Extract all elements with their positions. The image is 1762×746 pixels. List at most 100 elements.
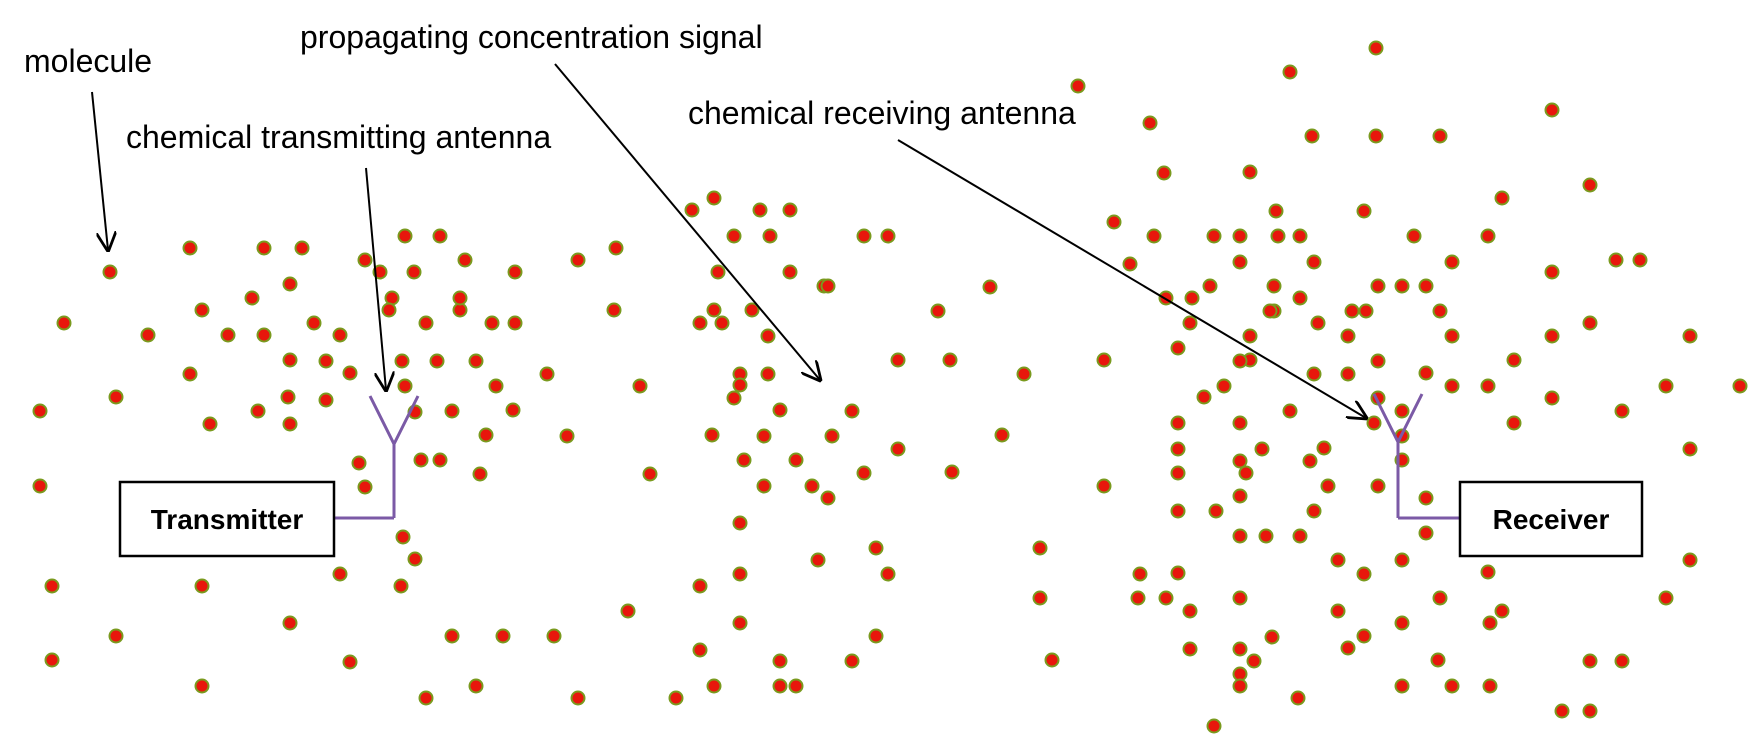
molecule-dot (1482, 615, 1498, 631)
molecule-dot (820, 490, 836, 506)
molecule-dot (1170, 565, 1186, 581)
molecule-dot (788, 452, 804, 468)
molecule-dot (342, 654, 358, 670)
molecule-dot (1658, 378, 1674, 394)
molecule-dot (194, 678, 210, 694)
molecule-dot (1330, 552, 1346, 568)
molecule-dot (1418, 365, 1434, 381)
molecule-label: molecule (24, 43, 152, 79)
molecule-dot (1170, 340, 1186, 356)
molecule-dot (714, 315, 730, 331)
molecule-dot (1170, 415, 1186, 431)
molecule-dot (1658, 590, 1674, 606)
molecule-dot (32, 403, 48, 419)
molecule-dot (1732, 378, 1748, 394)
molecule-dot (1406, 228, 1422, 244)
molecule-dot (418, 690, 434, 706)
molecule-dot (1340, 640, 1356, 656)
molecule-dot (395, 529, 411, 545)
molecule-dot (444, 628, 460, 644)
molecule-dot (1682, 552, 1698, 568)
molecule-dot (570, 690, 586, 706)
molecule-dot (1482, 678, 1498, 694)
molecule-dot (1682, 328, 1698, 344)
molecule-dot (1184, 290, 1200, 306)
molecule-dot (457, 252, 473, 268)
molecule-dot (1216, 378, 1232, 394)
molecule-dot (1208, 503, 1224, 519)
molecule-dot (1122, 256, 1138, 272)
molecule-dot (357, 479, 373, 495)
molecule-dot (1044, 652, 1060, 668)
molecule-dot (1202, 278, 1218, 294)
molecule-dot (1232, 228, 1248, 244)
molecule-dot (244, 290, 260, 306)
molecule-dot (1242, 164, 1258, 180)
molecule-dot (1016, 366, 1032, 382)
rx-antenna-arrow (897, 139, 1366, 418)
molecule-dot (732, 377, 748, 393)
transmitting-antenna (334, 395, 420, 520)
molecule-dot (1432, 303, 1448, 319)
molecule-dot (1032, 590, 1048, 606)
molecule-dot (372, 264, 388, 280)
molecule-dot (507, 315, 523, 331)
molecule-dot (762, 228, 778, 244)
molecule-dot (1316, 440, 1332, 456)
molecule-dot (856, 228, 872, 244)
molecule-dot (1356, 566, 1372, 582)
molecule-dot (706, 678, 722, 694)
molecule-dot (1682, 441, 1698, 457)
molecule-dot (1306, 366, 1322, 382)
molecule-dot (1394, 403, 1410, 419)
signal-arrow (554, 63, 820, 380)
molecule-dot (994, 427, 1010, 443)
molecule-dot (1032, 540, 1048, 556)
molecule-dot (1182, 641, 1198, 657)
molecule-dot (1264, 629, 1280, 645)
molecule-dot (1506, 415, 1522, 431)
molecule-dot (1292, 228, 1308, 244)
molecule-dot (1444, 254, 1460, 270)
molecule-dot (478, 427, 494, 443)
molecule-dot (1266, 278, 1282, 294)
molecule-dot (732, 615, 748, 631)
molecule-dot (1544, 102, 1560, 118)
molecule-dot (930, 303, 946, 319)
rx-antenna-label: chemical receiving antenna (688, 95, 1076, 131)
molecule-dot (1254, 441, 1270, 457)
molecule-dot (1304, 128, 1320, 144)
molecule-dot (1340, 366, 1356, 382)
molecule-dot (1344, 303, 1360, 319)
molecule-dot (692, 315, 708, 331)
molecule-dot (1330, 603, 1346, 619)
molecule-dot (1356, 203, 1372, 219)
molecule-dot (202, 416, 218, 432)
molecule-dot (756, 478, 772, 494)
molecule-dot (472, 466, 488, 482)
molecule-dot (1418, 278, 1434, 294)
molecule-dot (1292, 528, 1308, 544)
molecule-dot (890, 352, 906, 368)
molecule-dot (1262, 303, 1278, 319)
molecule-dot (1418, 525, 1434, 541)
molecule-dot (1238, 465, 1254, 481)
molecule-dot (44, 652, 60, 668)
molecule-dot (1130, 590, 1146, 606)
molecule-dot (332, 327, 348, 343)
molecule-dot (1370, 278, 1386, 294)
molecule-dot (394, 353, 410, 369)
molecule-dot (1232, 453, 1248, 469)
molecule-dot (942, 352, 958, 368)
molecule-dot (1480, 228, 1496, 244)
molecule-arrow (91, 91, 108, 250)
molecule-dot (944, 464, 960, 480)
molecule-dot (1232, 415, 1248, 431)
molecule-dot (1310, 315, 1326, 331)
molecule-dot (1366, 415, 1382, 431)
molecule-dot (726, 390, 742, 406)
molecule-dot (788, 678, 804, 694)
molecule-dot (1246, 653, 1262, 669)
molecule-dot (56, 315, 72, 331)
molecule-dot (505, 402, 521, 418)
